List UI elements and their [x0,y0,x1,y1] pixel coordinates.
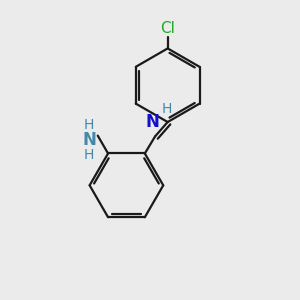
Text: H: H [162,102,172,116]
Text: H: H [84,118,94,132]
Text: Cl: Cl [160,21,175,36]
Text: N: N [82,131,96,149]
Text: N: N [146,113,160,131]
Text: H: H [84,148,94,162]
